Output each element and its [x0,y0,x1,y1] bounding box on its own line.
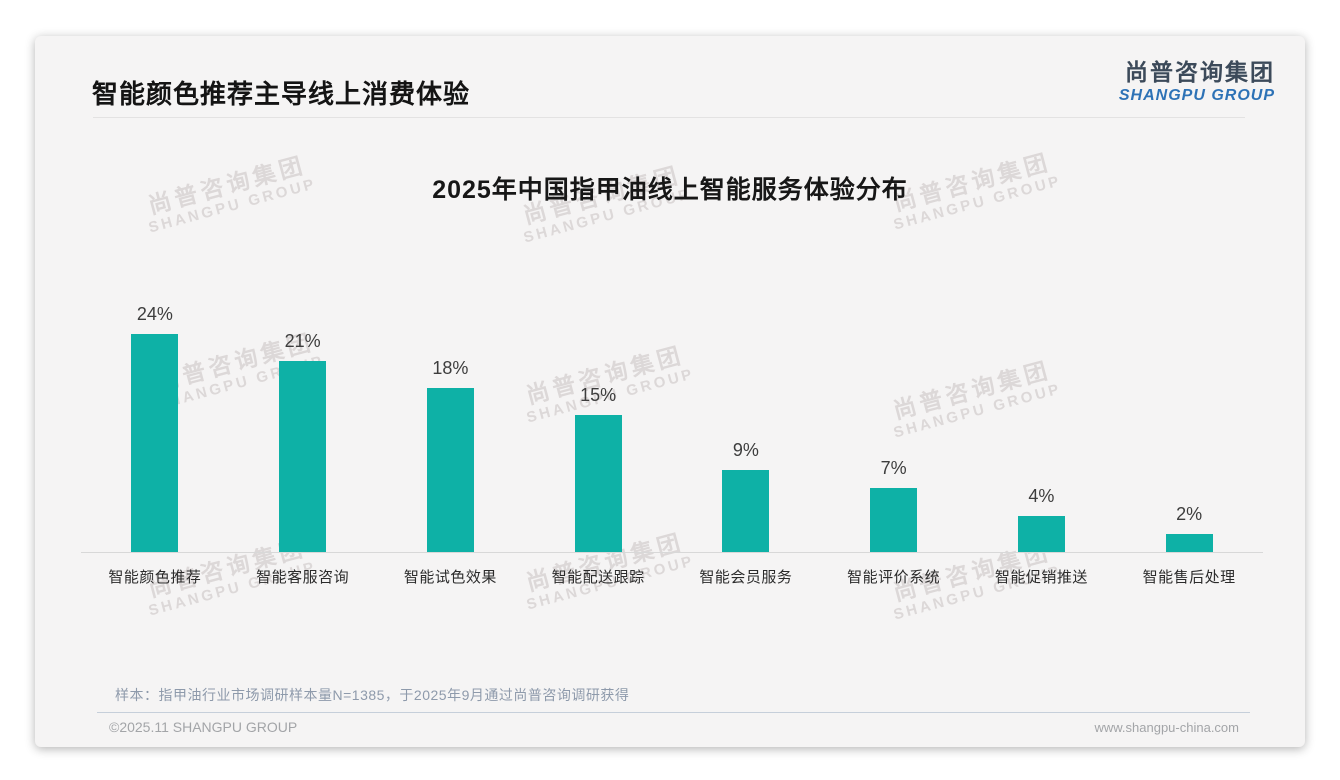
sample-note: 样本：指甲油行业市场调研样本量N=1385，于2025年9月通过尚普咨询调研获得 [115,687,630,703]
category-label: 智能客服咨询 [256,569,350,586]
bar-column: 7% [820,232,968,552]
category-label: 智能试色效果 [403,569,497,586]
bar-value-label: 15% [580,385,617,405]
bar [131,334,179,552]
bar-column: 24% [81,232,229,552]
chart-title: 2025年中国指甲油线上智能服务体验分布 [432,176,908,204]
category-axis: 智能颜色推荐 智能客服咨询 智能试色效果 智能配送跟踪 智能会员服务 智能评价系统 智能促销… [81,566,1263,587]
bar [279,361,327,552]
category-label: 智能颜色推荐 [108,569,202,586]
bar-column: 4% [968,232,1116,552]
bar [574,415,622,552]
bar-chart: 24% 21% 18% 15% 9% 7% 4% 2% [81,232,1263,553]
bar-value-label: 18% [432,358,469,378]
category-label: 智能配送跟踪 [551,569,645,586]
bar-value-label: 2% [1176,504,1203,524]
bar-column: 18% [377,232,525,552]
header-divider [93,117,1245,118]
bar-column: 21% [229,232,377,552]
category-label: 智能售后处理 [1142,569,1236,586]
page-title: 智能颜色推荐主导线上消费体验 [92,79,471,109]
logo-cn-text: 尚普咨询集团 [1125,59,1275,85]
bar [426,388,474,552]
logo-en-text: SHANGPU GROUP [1118,87,1275,105]
slide-card: 智能颜色推荐主导线上消费体验 尚普咨询集团 SHANGPU GROUP 2025… [35,36,1305,747]
bar-column: 15% [524,232,672,552]
bar-value-label: 7% [880,458,907,478]
bar-column: 9% [672,232,820,552]
bar-column: 2% [1115,232,1263,552]
website-url: www.shangpu-china.com [1094,720,1239,735]
bar [1017,516,1065,552]
footer-divider [97,712,1250,713]
bar [870,488,918,552]
bar [722,470,770,552]
category-label: 智能促销推送 [994,569,1088,586]
bar-value-label: 21% [284,331,321,351]
bar-value-label: 9% [732,440,759,460]
category-label: 智能评价系统 [847,569,941,586]
bar-value-label: 4% [1028,486,1055,506]
copyright-text: ©2025.11 SHANGPU GROUP [109,719,298,735]
bar [1165,534,1213,552]
category-label: 智能会员服务 [699,569,793,586]
company-logo: 尚普咨询集团 SHANGPU GROUP [1118,59,1275,105]
bar-value-label: 24% [136,304,173,324]
